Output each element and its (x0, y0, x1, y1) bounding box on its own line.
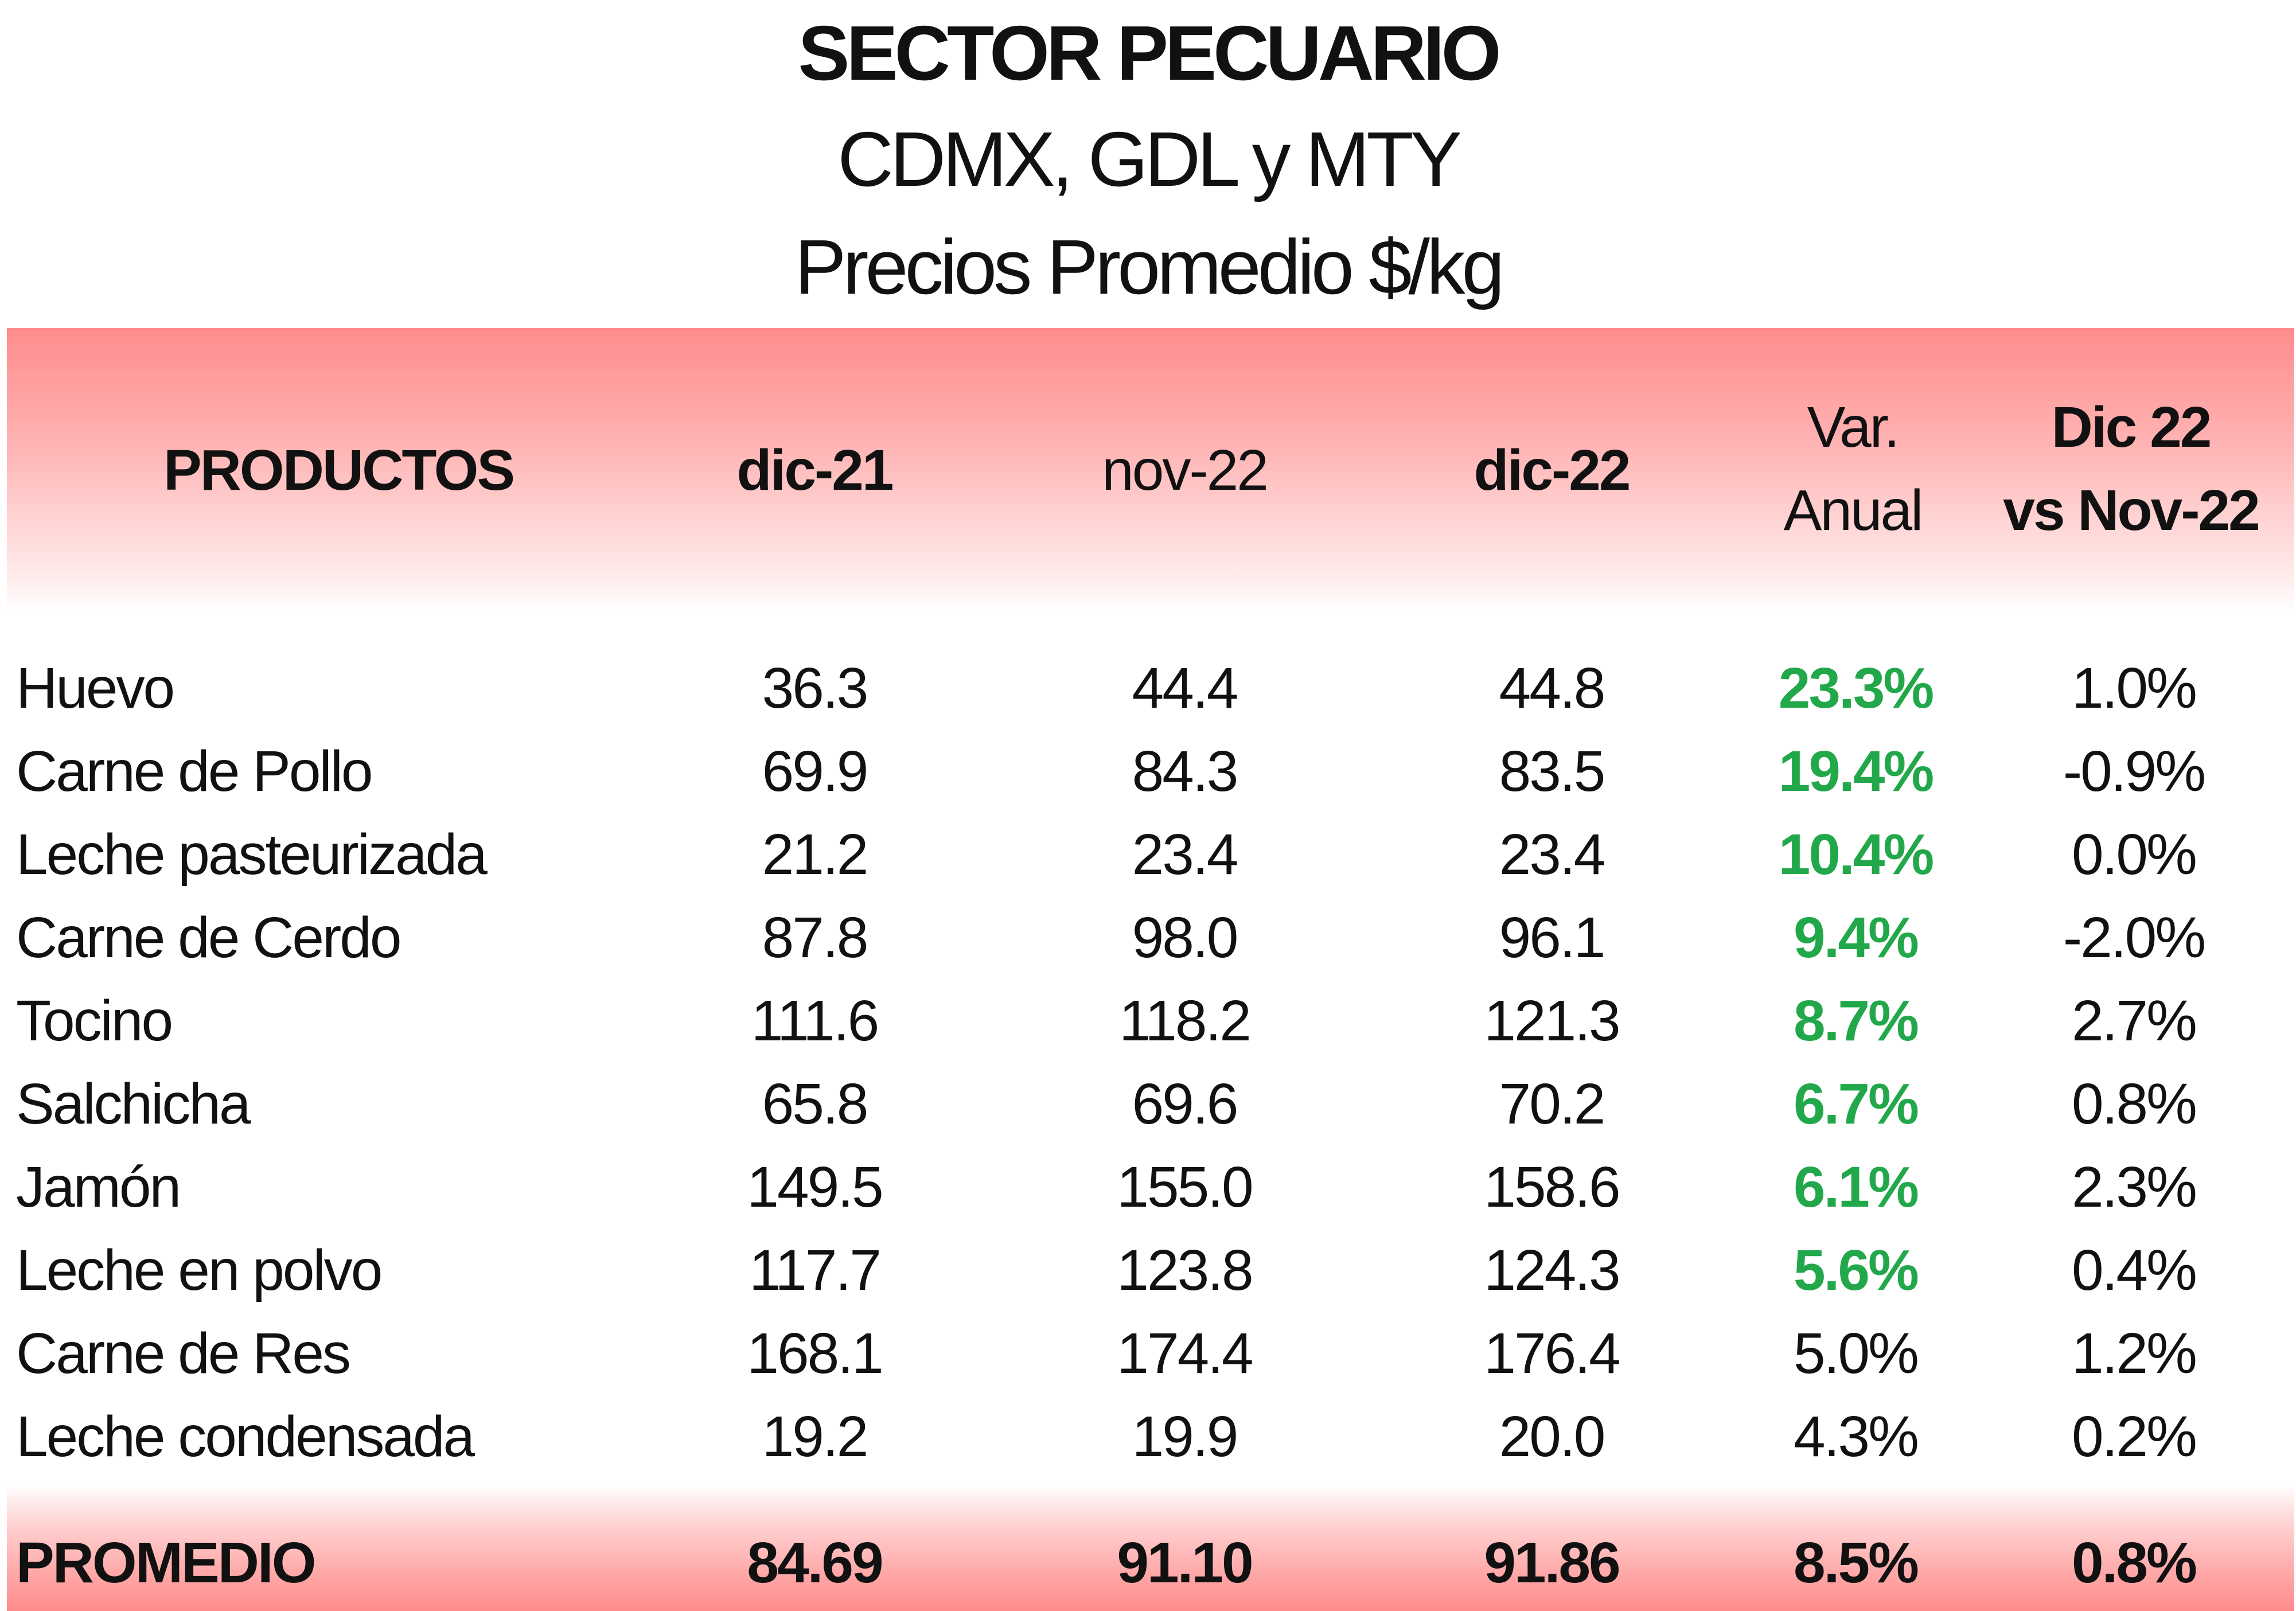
value-dic-21: 19.2 (762, 1405, 869, 1469)
value-dic-22: 44.8 (1499, 656, 1606, 720)
product-name: Carne de Res (16, 1321, 351, 1386)
header-dic-22: dic-22 (1474, 438, 1631, 502)
value-nov-22: 84.3 (1132, 739, 1239, 803)
value-dic-22: 158.6 (1484, 1155, 1620, 1219)
value-dic-22: 70.2 (1499, 1072, 1606, 1136)
value-dic-21: 168.1 (747, 1321, 883, 1386)
value-dic-vs-nov: 0.0% (2072, 822, 2197, 887)
value-var-anual: 6.7% (1794, 1072, 1919, 1136)
value-dic-21: 65.8 (762, 1072, 869, 1136)
footer-nov-22: 91.10 (1117, 1531, 1253, 1595)
value-dic-vs-nov: 1.2% (2072, 1321, 2197, 1386)
value-nov-22: 155.0 (1117, 1155, 1253, 1219)
value-dic-vs-nov: 0.8% (2072, 1072, 2197, 1136)
header-products: PRODUCTOS (163, 438, 515, 502)
product-name: Jamón (16, 1155, 181, 1219)
value-dic-vs-nov: 2.7% (2072, 989, 2197, 1053)
value-dic-22: 20.0 (1499, 1405, 1606, 1469)
value-dic-21: 111.6 (751, 989, 879, 1053)
product-name: Leche pasteurizada (16, 822, 488, 887)
product-name: Carne de Pollo (16, 739, 373, 803)
header-var-anual-line1: Var. (1807, 395, 1900, 459)
value-var-anual: 4.3% (1794, 1405, 1919, 1469)
value-var-anual: 6.1% (1794, 1155, 1919, 1219)
value-dic-vs-nov: -2.0% (2063, 906, 2206, 970)
value-dic-vs-nov: -0.9% (2063, 739, 2206, 803)
value-dic-21: 21.2 (762, 822, 869, 887)
header-var-anual-line2: Anual (1783, 478, 1924, 543)
value-var-anual: 19.4% (1778, 739, 1935, 803)
value-dic-vs-nov: 0.2% (2072, 1405, 2197, 1469)
title-block: SECTOR PECUARIO CDMX, GDL y MTY Precios … (0, 0, 2296, 327)
value-dic-vs-nov: 2.3% (2072, 1155, 2197, 1219)
header-dic-vs-nov-line1: Dic 22 (2051, 395, 2212, 459)
footer-dic-vs-nov: 0.8% (2072, 1531, 2197, 1595)
header-dic-vs-nov-line2: vs Nov-22 (2003, 478, 2260, 543)
value-var-anual: 5.0% (1794, 1321, 1919, 1386)
value-dic-22: 176.4 (1484, 1321, 1620, 1386)
value-dic-21: 69.9 (762, 739, 869, 803)
value-dic-21: 87.8 (762, 906, 869, 970)
value-nov-22: 69.6 (1132, 1072, 1239, 1136)
value-nov-22: 123.8 (1117, 1238, 1253, 1302)
value-dic-21: 36.3 (762, 656, 869, 720)
value-nov-22: 98.0 (1132, 906, 1239, 970)
value-dic-22: 23.4 (1499, 822, 1606, 887)
footer-var-anual: 8.5% (1794, 1531, 1919, 1595)
subtitle-units: Precios Promedio $/kg (794, 224, 1504, 310)
value-dic-21: 117.7 (749, 1238, 882, 1302)
value-dic-22: 83.5 (1499, 739, 1606, 803)
value-var-anual: 9.4% (1794, 906, 1919, 970)
value-dic-21: 149.5 (747, 1155, 883, 1219)
value-var-anual: 10.4% (1778, 822, 1935, 887)
value-dic-vs-nov: 0.4% (2072, 1238, 2197, 1302)
value-nov-22: 174.4 (1117, 1321, 1253, 1386)
header-dic-21: dic-21 (736, 438, 894, 502)
product-name: Tocino (16, 989, 173, 1053)
product-name: Leche condensada (16, 1405, 475, 1469)
product-name: Leche en polvo (16, 1238, 383, 1302)
value-var-anual: 23.3% (1778, 656, 1935, 720)
value-var-anual: 8.7% (1794, 989, 1919, 1053)
value-nov-22: 118.2 (1119, 989, 1252, 1053)
product-name: Huevo (16, 656, 175, 720)
value-nov-22: 19.9 (1132, 1405, 1239, 1469)
product-name: Salchicha (16, 1072, 251, 1136)
footer-dic-22: 91.86 (1484, 1531, 1620, 1595)
value-dic-22: 96.1 (1499, 906, 1606, 970)
footer-label: PROMEDIO (16, 1531, 316, 1595)
value-dic-22: 121.3 (1484, 989, 1620, 1053)
header-nov-22: nov-22 (1102, 438, 1269, 502)
subtitle-cities: CDMX, GDL y MTY (837, 116, 1462, 202)
value-nov-22: 23.4 (1132, 822, 1239, 887)
value-nov-22: 44.4 (1132, 656, 1239, 720)
table-header-background (7, 328, 2294, 615)
table-footer-background (7, 1485, 2294, 1611)
value-var-anual: 5.6% (1794, 1238, 1919, 1302)
product-name: Carne de Cerdo (16, 906, 402, 970)
footer-dic-21: 84.69 (747, 1531, 883, 1595)
main-title: SECTOR PECUARIO (798, 10, 1501, 96)
value-dic-22: 124.3 (1484, 1238, 1620, 1302)
value-dic-vs-nov: 1.0% (2072, 656, 2197, 720)
